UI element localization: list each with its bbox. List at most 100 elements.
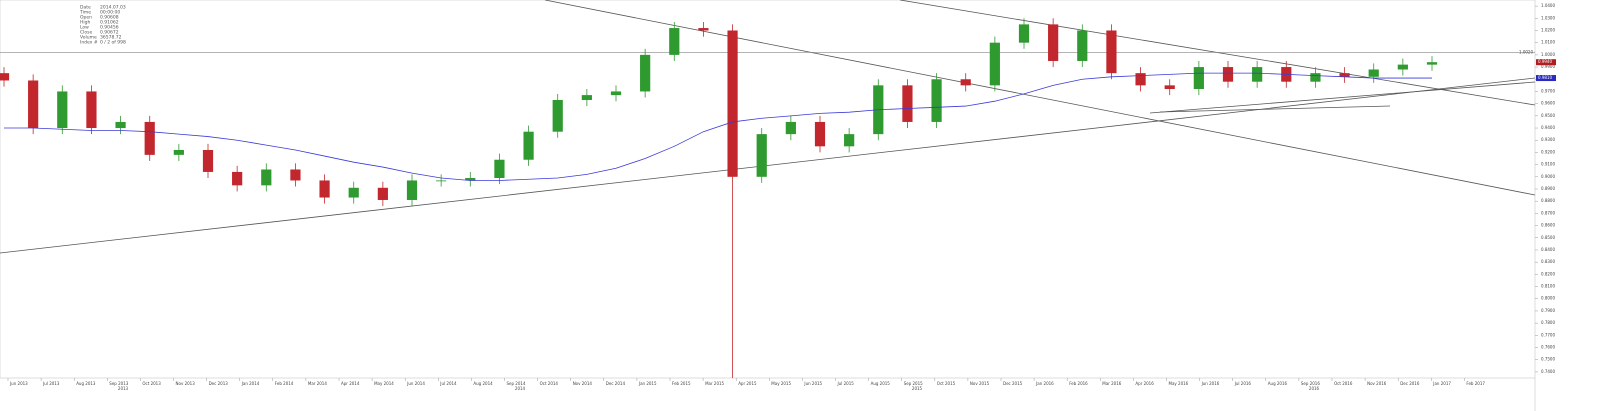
candle-body [610,91,622,96]
x-tick-label: Jan 2017 [1432,381,1451,386]
candle-body [465,178,476,181]
candle-body [0,73,10,81]
year-label: 2013 [118,386,129,391]
candle-body [1222,67,1234,82]
y-tick-label: 0.7800 [1541,320,1555,325]
y-tick-label: 1.0100 [1541,40,1555,45]
candle-body [1164,85,1175,90]
candle-body [290,169,301,181]
candle-body [173,149,184,155]
info-key: Date [80,5,91,11]
x-tick-label: Aug 2016 [1268,381,1288,386]
x-tick-label: Nov 2013 [176,381,196,386]
info-key: Low [80,25,89,31]
candle-body [28,80,39,129]
y-tick-label: 0.9500 [1541,113,1555,118]
level-label: 1.0020 [1519,49,1533,54]
info-key: Close [80,30,92,36]
x-tick-label: May 2016 [1169,381,1189,386]
y-tick-label: 0.8600 [1541,223,1555,228]
year-label: 2014 [515,386,526,391]
y-tick-label: 0.9000 [1541,174,1555,179]
candle-body [785,121,796,135]
candle-body [1018,24,1030,43]
candle-body [144,121,155,155]
candle-body [989,42,1000,86]
price-label-box [1536,59,1556,66]
x-tick-label: Oct 2016 [1334,381,1353,386]
candle-body [115,121,126,129]
y-tick-label: 0.8100 [1541,284,1555,289]
candle-body [377,187,388,200]
x-tick-label: Jan 2016 [1035,381,1054,386]
y-tick-label: 1.0300 [1541,15,1555,20]
y-tick-label: 0.9700 [1541,88,1555,93]
moving-average [4,72,1432,181]
candle-body [57,91,68,129]
info-value: 0.90608 [100,15,119,21]
candle-body [902,85,913,122]
y-tick-label: 1.0200 [1541,27,1555,32]
x-tick-label: Dec 2015 [1003,381,1023,386]
y-tick-label: 0.8900 [1541,186,1555,191]
info-key: Open [80,15,92,21]
info-key: Time [79,10,91,16]
x-tick-label: Nov 2014 [573,381,593,386]
y-tick-label: 0.8000 [1541,296,1555,301]
x-tick-label: Dec 2014 [606,381,626,386]
price-label-box [1536,75,1556,82]
y-tick-label: 0.8800 [1541,198,1555,203]
x-tick-label: May 2014 [374,381,394,386]
x-tick-label: Feb 2016 [1069,381,1088,386]
price-label: 0.9810 [1538,75,1552,80]
x-tick-label: Aug 2015 [871,381,891,386]
info-value: 0.90456 [100,25,119,31]
x-tick-label: Feb 2017 [1466,381,1485,386]
x-tick-label: Sep 2016 [1301,381,1320,386]
y-tick-label: 0.7400 [1541,369,1555,374]
x-tick-label: Nov 2015 [970,381,990,386]
y-tick-label: 0.9600 [1541,101,1555,106]
info-key: High [80,20,90,26]
candle-body [86,91,97,129]
candle-body [348,187,359,198]
info-value: 00:00:00 [100,10,120,16]
x-tick-label: Jun 2013 [9,381,28,386]
candle-body [640,54,651,92]
y-tick-label: 0.7900 [1541,308,1555,313]
x-tick-label: May 2015 [771,381,791,386]
x-tick-label: Jul 2016 [1234,381,1252,386]
candle-body [1426,62,1438,65]
candle-body [1252,67,1263,82]
candle-body [1339,73,1350,77]
year-label: 2015 [912,386,923,391]
x-tick-label: Dec 2013 [209,381,229,386]
x-tick-label: Sep 2015 [904,381,923,386]
info-value: 2014.07.03 [100,5,126,11]
candle-body [1193,67,1204,90]
y-tick-label: 0.7700 [1541,332,1555,337]
candle-body [1368,69,1379,77]
candle-body [931,79,942,122]
y-tick-label: 0.9100 [1541,162,1555,167]
plot-area [0,0,1536,379]
info-panel: Date 2014.07.03 Time 00:00:00 Open 0.90608 Hig… [79,5,126,46]
x-tick-label: Oct 2015 [937,381,956,386]
x-tick-label: Sep 2014 [507,381,526,386]
x-tick-label: Apr 2014 [341,381,360,386]
info-value: 0.91062 [100,20,119,26]
y-tick-label: 0.7600 [1541,345,1555,350]
x-tick-label: Jan 2014 [241,381,260,386]
x-tick-label: Jul 2013 [42,381,60,386]
x-tick-label: Feb 2015 [672,381,691,386]
candle-body [406,180,418,200]
y-tick-label: 0.9200 [1541,149,1555,154]
x-tick-label: Nov 2016 [1367,381,1387,386]
trend-line [544,0,1536,196]
candle-body [261,169,272,186]
x-tick-label: Jul 2014 [439,381,457,386]
x-tick-label: Sep 2013 [109,381,128,386]
info-key: Index # [80,40,98,46]
